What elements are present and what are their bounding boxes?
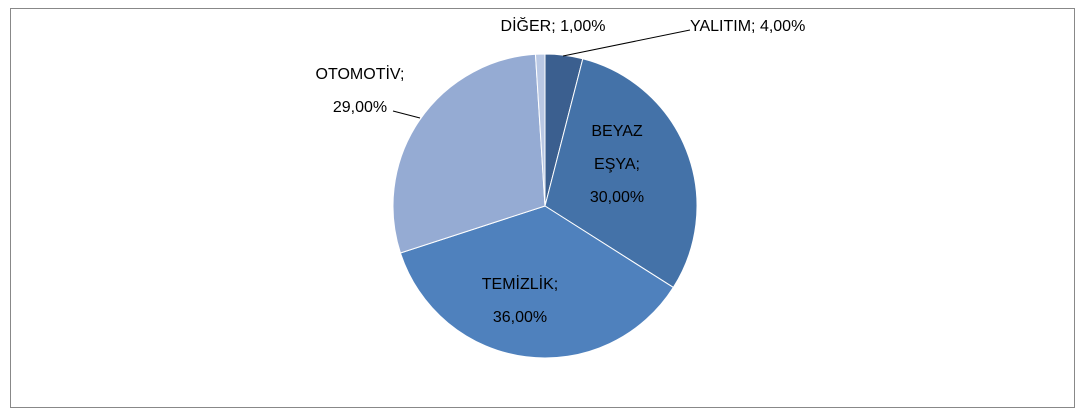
label-line: EŞYA;: [594, 156, 640, 173]
pie-slice: [392, 53, 546, 254]
label-line: 36,00%: [493, 309, 547, 326]
data-labels: YALITIM; 4,00% BEYAZ EŞYA; 30,00% TEMİZLİK; 3…: [316, 16, 806, 326]
pie-slice: [399, 205, 675, 359]
label-line: OTOMOTİV;: [316, 64, 405, 83]
label-line: 30,00%: [590, 189, 644, 206]
label-line: TEMİZLİK;: [482, 274, 558, 293]
data-label: OTOMOTİV; 29,00%: [316, 64, 405, 116]
leader-line: [392, 110, 421, 119]
data-label: YALITIM; 4,00%: [690, 18, 805, 35]
label-line: BEYAZ: [591, 123, 643, 140]
data-label: TEMİZLİK; 36,00%: [482, 274, 558, 326]
leader-line: [562, 29, 691, 57]
data-label: BEYAZ EŞYA; 30,00%: [590, 123, 644, 206]
pie-slice: [544, 58, 698, 289]
label-line: DİĞER; 1,00%: [501, 16, 606, 35]
pie: [392, 53, 698, 359]
data-label: DİĞER; 1,00%: [501, 16, 606, 35]
label-line: 29,00%: [333, 99, 387, 116]
label-line: YALITIM; 4,00%: [690, 18, 805, 35]
pie-slice: [534, 53, 546, 207]
